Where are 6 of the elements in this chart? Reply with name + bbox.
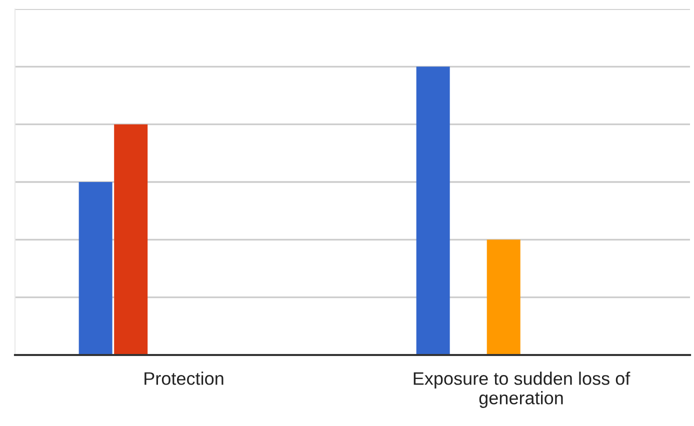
bar <box>78 182 112 355</box>
bar <box>486 240 520 355</box>
x-tick-label: Exposure to sudden loss of generation <box>414 372 630 408</box>
bar <box>416 66 450 355</box>
x-tick-label: Protection <box>144 372 224 385</box>
bar <box>114 124 148 355</box>
